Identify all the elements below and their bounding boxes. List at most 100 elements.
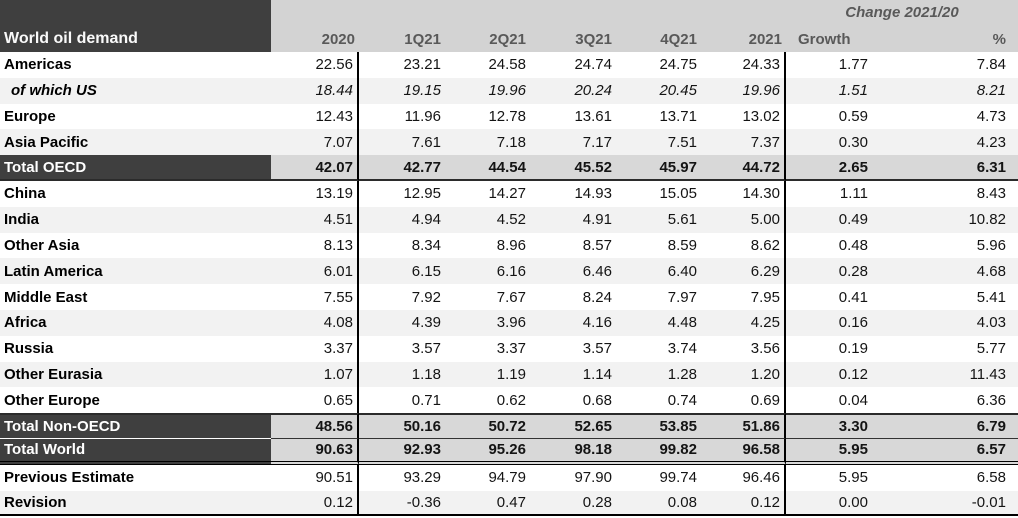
cell-growth: 0.30 (786, 129, 872, 156)
cell-2q21: 24.58 (445, 52, 530, 78)
row-label: Africa (0, 309, 271, 336)
cell-growth: 1.51 (786, 77, 872, 104)
row-label: Other Eurasia (0, 361, 271, 388)
table-row: India 4.51 4.94 4.52 4.91 5.61 5.00 0.49 10.82 (0, 206, 1018, 233)
cell-1q21: 6.15 (359, 258, 445, 285)
cell-pct: 6.57 (872, 438, 1018, 465)
cell-2021: 8.62 (701, 232, 786, 259)
cell-1q21: -0.36 (359, 490, 445, 517)
table-row: Africa 4.08 4.39 3.96 4.16 4.48 4.25 0.16 4.03 (0, 309, 1018, 336)
cell-2020: 13.19 (271, 180, 359, 207)
table-row: Previous Estimate 90.51 93.29 94.79 97.90 99.… (0, 464, 1018, 491)
cell-2q21: 19.96 (445, 77, 530, 104)
cell-2020: 48.56 (271, 413, 359, 439)
row-label: Total OECD (0, 155, 271, 181)
cell-pct: 6.79 (872, 413, 1018, 439)
cell-growth: 0.19 (786, 335, 872, 362)
cell-2020: 7.07 (271, 129, 359, 156)
cell-1q21: 8.34 (359, 232, 445, 259)
cell-3q21: 45.52 (530, 155, 616, 181)
cell-3q21: 0.28 (530, 490, 616, 517)
col-2020: 2020 (271, 26, 359, 52)
table-row: Revision 0.12 -0.36 0.47 0.28 0.08 0.12 0.00 -0.… (0, 490, 1018, 517)
table-row: of which US 18.44 19.15 19.96 20.24 20.45 19.9… (0, 77, 1018, 104)
cell-2q21: 0.62 (445, 387, 530, 414)
table-row: Other Asia 8.13 8.34 8.96 8.57 8.59 8.62 0.48 5.… (0, 232, 1018, 259)
row-label: Asia Pacific (0, 129, 271, 156)
row-label: China (0, 180, 271, 207)
row-label: of which US (0, 77, 271, 104)
cell-pct: 4.68 (872, 258, 1018, 285)
cell-2q21: 50.72 (445, 413, 530, 439)
col-2q21: 2Q21 (445, 26, 530, 52)
cell-pct: 5.77 (872, 335, 1018, 362)
cell-2021: 13.02 (701, 103, 786, 130)
cell-1q21: 7.61 (359, 129, 445, 156)
cell-2021: 24.33 (701, 52, 786, 78)
column-header-row: 2020 1Q21 2Q21 3Q21 4Q21 2021 Growth % (0, 26, 1018, 52)
cell-growth: 3.30 (786, 413, 872, 439)
cell-pct: 6.36 (872, 387, 1018, 414)
table-row: Other Eurasia 1.07 1.18 1.19 1.14 1.28 1.20 0.1… (0, 361, 1018, 388)
cell-2q21: 44.54 (445, 155, 530, 181)
cell-2021: 1.20 (701, 361, 786, 388)
cell-4q21: 6.40 (616, 258, 701, 285)
cell-2021: 96.58 (701, 438, 786, 465)
cell-3q21: 6.46 (530, 258, 616, 285)
cell-2q21: 6.16 (445, 258, 530, 285)
col-2021: 2021 (701, 26, 786, 52)
cell-2021: 14.30 (701, 180, 786, 207)
cell-4q21: 1.28 (616, 361, 701, 388)
cell-growth: 0.49 (786, 206, 872, 233)
table-row: Europe 12.43 11.96 12.78 13.61 13.71 13.02 0.59… (0, 103, 1018, 130)
cell-2020: 90.51 (271, 464, 359, 491)
cell-4q21: 7.97 (616, 284, 701, 310)
cell-2020: 22.56 (271, 52, 359, 78)
cell-4q21: 99.82 (616, 438, 701, 465)
table-row: Middle East 7.55 7.92 7.67 8.24 7.97 7.95 0.41 5… (0, 284, 1018, 310)
cell-2020: 90.63 (271, 438, 359, 465)
row-label: Previous Estimate (0, 464, 271, 491)
cell-2021: 0.69 (701, 387, 786, 414)
cell-4q21: 13.71 (616, 103, 701, 130)
cell-4q21: 99.74 (616, 464, 701, 491)
cell-growth: 0.41 (786, 284, 872, 310)
cell-1q21: 1.18 (359, 361, 445, 388)
col-1q21: 1Q21 (359, 26, 445, 52)
cell-3q21: 1.14 (530, 361, 616, 388)
row-label: Total Non-OECD (0, 413, 271, 439)
cell-2020: 4.08 (271, 309, 359, 336)
row-label: Middle East (0, 284, 271, 310)
row-label: Europe (0, 103, 271, 130)
cell-growth: 0.04 (786, 387, 872, 414)
cell-2021: 51.86 (701, 413, 786, 439)
row-label: Other Europe (0, 387, 271, 414)
cell-2q21: 7.67 (445, 284, 530, 310)
row-label: Revision (0, 490, 271, 517)
cell-2q21: 3.96 (445, 309, 530, 336)
cell-2q21: 94.79 (445, 464, 530, 491)
col-3q21: 3Q21 (530, 26, 616, 52)
cell-growth: 0.16 (786, 309, 872, 336)
cell-4q21: 5.61 (616, 206, 701, 233)
cell-2020: 6.01 (271, 258, 359, 285)
row-label: Russia (0, 335, 271, 362)
table-row: Total World 90.63 92.93 95.26 98.18 99.82 96.5… (0, 438, 1018, 465)
cell-3q21: 3.57 (530, 335, 616, 362)
cell-2021: 7.95 (701, 284, 786, 310)
cell-3q21: 7.17 (530, 129, 616, 156)
cell-growth: 0.12 (786, 361, 872, 388)
cell-1q21: 93.29 (359, 464, 445, 491)
cell-1q21: 92.93 (359, 438, 445, 465)
cell-4q21: 45.97 (616, 155, 701, 181)
cell-1q21: 11.96 (359, 103, 445, 130)
cell-pct: -0.01 (872, 490, 1018, 517)
cell-2q21: 3.37 (445, 335, 530, 362)
cell-3q21: 98.18 (530, 438, 616, 465)
row-label: Other Asia (0, 232, 271, 259)
cell-2020: 4.51 (271, 206, 359, 233)
cell-3q21: 97.90 (530, 464, 616, 491)
cell-2q21: 1.19 (445, 361, 530, 388)
cell-3q21: 13.61 (530, 103, 616, 130)
